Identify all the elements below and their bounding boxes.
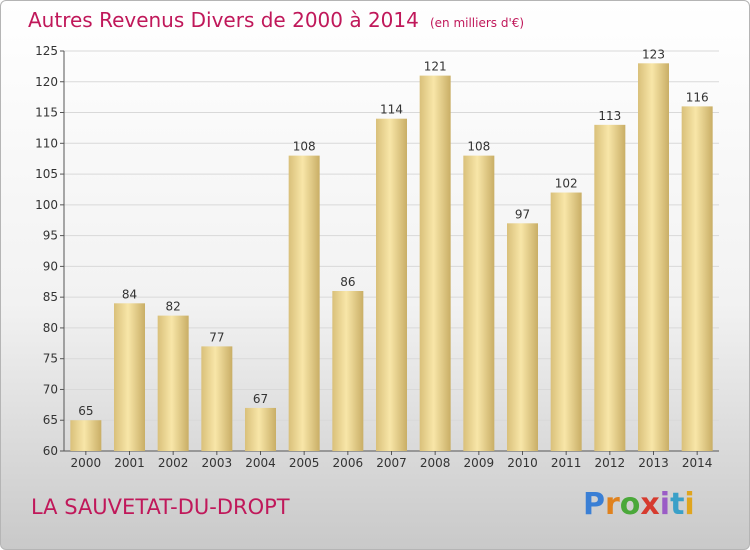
- x-tick-label: 2000: [71, 456, 102, 470]
- y-tick-label: 120: [35, 75, 58, 89]
- y-tick-label: 105: [35, 167, 58, 181]
- title-row: Autres Revenus Divers de 2000 à 2014 (en…: [28, 8, 524, 32]
- y-tick-label: 95: [43, 229, 58, 243]
- bar: [638, 63, 669, 452]
- value-label: 67: [253, 392, 268, 406]
- bar: [594, 124, 626, 451]
- y-tick-label: 70: [43, 382, 58, 396]
- value-label: 108: [293, 140, 316, 154]
- bar: [245, 407, 276, 451]
- y-tick-label: 125: [35, 44, 58, 58]
- y-tick-label: 110: [35, 136, 58, 150]
- bar: [157, 315, 189, 451]
- chart-subtitle: (en milliers d'€): [429, 16, 525, 30]
- value-label: 86: [340, 275, 355, 289]
- bar: [507, 223, 538, 451]
- bar: [463, 155, 495, 451]
- chart-title: Autres Revenus Divers de 2000 à 2014: [28, 8, 419, 32]
- y-tick-label: 115: [35, 106, 58, 120]
- value-label: 102: [555, 177, 578, 191]
- bar: [201, 346, 233, 451]
- bars: [70, 63, 713, 452]
- x-tick-label: 2001: [114, 456, 145, 470]
- x-tick-label: 2011: [551, 456, 582, 470]
- x-tick-label: 2005: [289, 456, 320, 470]
- x-tick-label: 2006: [333, 456, 364, 470]
- x-tick-label: 2002: [158, 456, 189, 470]
- value-label: 116: [686, 90, 709, 104]
- value-label: 121: [424, 60, 447, 74]
- location-name: LA SAUVETAT-DU-DROPT: [31, 495, 290, 519]
- value-label: 77: [209, 330, 224, 344]
- y-tick-label: 60: [43, 444, 58, 458]
- x-tick-label: 2007: [376, 456, 407, 470]
- bar: [419, 75, 451, 451]
- value-labels: 65 84 82 77 67 108 86 114 121 108 97 102 113 123 116: [78, 47, 708, 418]
- x-tick-label: 2013: [638, 456, 669, 470]
- bar: [70, 420, 102, 451]
- bar: [376, 118, 407, 451]
- value-label: 108: [467, 140, 490, 154]
- value-label: 82: [166, 300, 181, 314]
- bar: [550, 192, 582, 452]
- value-label: 113: [598, 109, 621, 123]
- y-tick-label: 100: [35, 198, 58, 212]
- y-tick-label: 85: [43, 290, 58, 304]
- x-tick-label: 2014: [682, 456, 713, 470]
- value-label: 114: [380, 103, 403, 117]
- bar: [288, 155, 320, 451]
- value-label: 84: [122, 287, 137, 301]
- y-tick-label: 65: [43, 413, 58, 427]
- x-tick-label: 2008: [420, 456, 451, 470]
- y-tick-label: 90: [43, 259, 58, 273]
- value-label: 123: [642, 47, 665, 61]
- value-label: 65: [78, 404, 93, 418]
- x-tick-label: 2012: [595, 456, 626, 470]
- brand-logo: Proxiti: [583, 487, 695, 522]
- y-tick-label: 75: [43, 352, 58, 366]
- bar: [114, 303, 145, 451]
- bar: [681, 106, 713, 451]
- x-tick-label: 2004: [245, 456, 276, 470]
- x-tick-label: 2010: [507, 456, 538, 470]
- x-tick-label: 2003: [202, 456, 233, 470]
- bar: [332, 291, 364, 451]
- value-label: 97: [515, 207, 530, 221]
- y-tick-label: 80: [43, 321, 58, 335]
- x-tick-label: 2009: [464, 456, 495, 470]
